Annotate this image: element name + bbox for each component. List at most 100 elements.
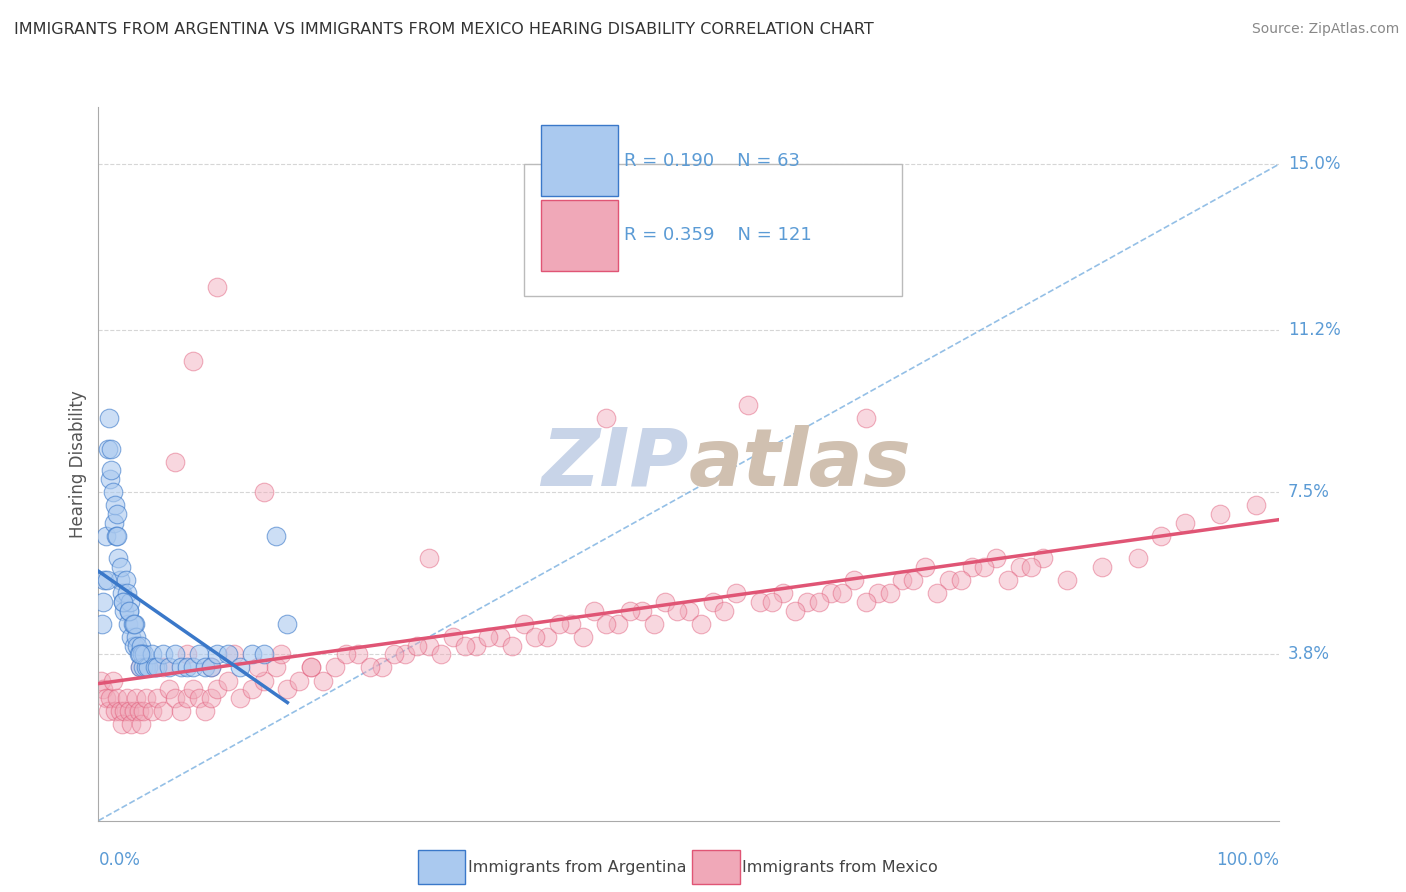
Point (418, 551, 440, 566)
Text: R = 0.190    N = 63: R = 0.190 N = 63 (624, 152, 800, 169)
Point (105, 507, 128, 521)
Point (128, 660, 150, 674)
Point (165, 691, 187, 706)
Point (120, 595, 142, 609)
Point (713, 603, 735, 617)
Point (666, 603, 689, 617)
Point (548, 616, 571, 631)
Text: 3.8%: 3.8% (1288, 645, 1330, 664)
Point (748, 595, 770, 609)
Point (205, 682, 228, 697)
Point (91, 616, 114, 631)
Point (1126, 551, 1149, 566)
Point (129, 647, 152, 661)
Point (347, 647, 370, 661)
Point (121, 616, 143, 631)
Point (91, 595, 114, 609)
Point (152, 660, 174, 674)
Point (121, 630, 143, 644)
Point (187, 691, 209, 706)
Point (1150, 529, 1173, 543)
Point (595, 410, 617, 425)
Point (200, 660, 222, 674)
Point (253, 647, 276, 661)
Point (181, 660, 204, 674)
Point (124, 616, 146, 631)
Point (229, 691, 252, 706)
Point (217, 647, 239, 661)
Point (807, 595, 830, 609)
Point (240, 647, 263, 661)
Text: R = 0.359    N = 121: R = 0.359 N = 121 (624, 227, 811, 244)
Point (115, 691, 138, 706)
Point (583, 603, 606, 617)
Text: Immigrants from Mexico: Immigrants from Mexico (742, 860, 938, 874)
Point (962, 559, 984, 574)
Text: IMMIGRANTS FROM ARGENTINA VS IMMIGRANTS FROM MEXICO HEARING DISABILITY CORRELATI: IMMIGRANTS FROM ARGENTINA VS IMMIGRANTS … (14, 22, 873, 37)
Point (125, 691, 148, 706)
Point (761, 595, 783, 609)
Point (111, 586, 134, 600)
Text: atlas: atlas (689, 425, 911, 503)
Point (176, 647, 198, 661)
Point (152, 704, 174, 718)
Point (170, 660, 193, 674)
Point (121, 717, 143, 731)
Point (264, 660, 287, 674)
Point (501, 639, 523, 653)
Point (430, 647, 453, 661)
Point (890, 573, 912, 587)
Point (938, 573, 960, 587)
Point (98, 410, 121, 425)
Point (194, 660, 217, 674)
Point (146, 691, 169, 706)
FancyBboxPatch shape (541, 125, 619, 196)
Point (104, 704, 127, 718)
Point (595, 616, 617, 631)
Point (879, 586, 901, 600)
Point (973, 559, 995, 574)
Point (110, 559, 132, 574)
Point (94, 529, 117, 543)
Point (103, 516, 125, 530)
Point (128, 660, 150, 674)
Point (101, 485, 124, 500)
Point (785, 603, 807, 617)
Point (135, 691, 157, 706)
Point (100, 442, 122, 456)
Point (200, 691, 222, 706)
Point (141, 704, 163, 718)
Point (131, 647, 153, 661)
Point (122, 704, 145, 718)
Point (630, 603, 652, 617)
Point (276, 682, 298, 697)
Point (146, 660, 169, 674)
Point (925, 586, 948, 600)
Point (98, 691, 121, 706)
Point (118, 603, 141, 617)
Point (253, 673, 276, 688)
Point (117, 603, 139, 617)
Point (299, 660, 322, 674)
Point (418, 639, 440, 653)
Point (117, 616, 139, 631)
Point (949, 573, 972, 587)
Point (115, 586, 138, 600)
Point (772, 586, 794, 600)
Point (702, 595, 724, 609)
Point (217, 673, 239, 688)
Point (157, 660, 180, 674)
Point (129, 717, 152, 731)
Point (112, 603, 135, 617)
Point (112, 595, 135, 609)
Point (914, 559, 936, 574)
Point (1209, 507, 1232, 521)
Point (1032, 551, 1054, 566)
Point (105, 529, 128, 543)
Point (997, 573, 1019, 587)
Text: 0.0%: 0.0% (98, 851, 141, 869)
Point (855, 410, 877, 425)
Point (643, 616, 665, 631)
Point (122, 639, 145, 653)
Point (90, 673, 112, 688)
